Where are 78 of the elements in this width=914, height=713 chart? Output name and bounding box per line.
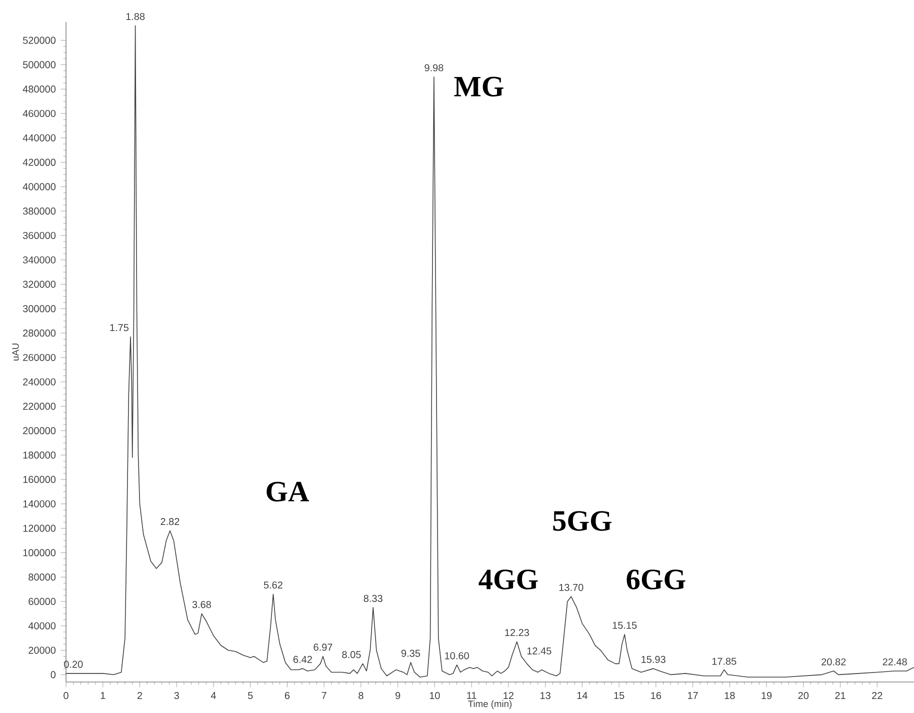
annotation: 6GG [626, 570, 686, 590]
x-tick-label: 21 [835, 692, 846, 700]
annotation: 8.05 [342, 651, 361, 658]
annotation: 8.33 [364, 594, 382, 602]
y-tick-label: 240000 [23, 378, 56, 386]
x-tick-label: 4 [210, 692, 216, 699]
y-tick-label: 260000 [23, 354, 56, 362]
x-tick-label: 6 [284, 692, 290, 700]
annotation: 20.82 [822, 658, 846, 666]
y-tick-label: 80000 [28, 574, 56, 581]
y-tick-label: 280000 [23, 330, 56, 337]
x-tick-label: 9 [396, 692, 400, 700]
annotation: 5GG [553, 511, 612, 531]
y-tick-label: 220000 [23, 402, 56, 410]
x-tick-label: 22 [872, 692, 882, 700]
annotation: 0.20 [64, 660, 83, 668]
y-tick-label: 400000 [22, 183, 56, 190]
y-tick-label: 160000 [23, 476, 56, 484]
y-tick-label: 140000 [23, 500, 56, 508]
annotation: 6.97 [314, 644, 332, 651]
x-tick-label: 13 [540, 692, 550, 700]
annotation: 1.88 [126, 12, 145, 20]
annotation: 5.62 [264, 581, 282, 589]
y-tick-label: 60000 [28, 598, 56, 606]
x-tick-label: 16 [651, 692, 662, 700]
x-tick-label: 7 [322, 692, 326, 699]
y-tick-label: 40000 [28, 622, 56, 630]
annotation: 9.35 [401, 650, 420, 657]
x-tick-label: 0 [64, 692, 68, 700]
y-tick-label: 180000 [23, 452, 56, 459]
y-tick-label: 480000 [22, 86, 56, 93]
x-tick-label: 19 [762, 692, 772, 700]
annotation: 15.93 [642, 656, 666, 663]
x-tick-label: 15 [614, 692, 624, 700]
x-tick-label: 5 [248, 692, 253, 700]
y-tick-label: 420000 [22, 158, 56, 166]
annotation: 12.23 [505, 629, 529, 636]
y-tick-label: 360000 [22, 232, 56, 240]
y-tick-label: 300000 [22, 305, 56, 312]
x-tick-label: 8 [358, 692, 364, 700]
y-axis-title: uAU [12, 344, 19, 360]
x-tick-label: 2 [137, 692, 142, 700]
y-tick-label: 100000 [23, 549, 56, 556]
y-tick-label: 0 [50, 671, 56, 678]
y-tick-label: 340000 [22, 256, 56, 264]
annotation: 4GG [478, 570, 538, 590]
x-tick-label: 10 [430, 692, 440, 700]
x-tick-label: 20 [798, 692, 809, 700]
annotation: 9.98 [424, 64, 444, 72]
annotation: 22.48 [882, 658, 907, 666]
annotation: 2.82 [160, 518, 180, 526]
annotation: MG [454, 76, 504, 97]
x-tick-label: 18 [724, 692, 735, 700]
y-tick-label: 500000 [22, 61, 56, 68]
x-tick-label: 12 [504, 692, 514, 700]
y-tick-label: 520000 [22, 36, 56, 44]
y-tick-label: 20000 [28, 646, 56, 654]
y-tick-label: 200000 [23, 427, 56, 434]
annotation: 15.15 [612, 622, 637, 629]
y-tick-label: 380000 [22, 208, 56, 215]
annotation: 6.42 [293, 656, 312, 663]
y-tick-label: 320000 [22, 280, 56, 288]
y-tick-label: 460000 [22, 110, 56, 118]
annotation: 12.45 [527, 647, 552, 654]
x-tick-label: 3 [174, 692, 179, 700]
x-tick-label: 1 [100, 692, 106, 699]
x-axis-title: Time (min) [468, 700, 512, 709]
y-tick-label: 120000 [23, 524, 56, 532]
x-tick-label: 11 [467, 692, 476, 699]
annotation: 3.68 [192, 600, 211, 608]
y-tick-label: 440000 [22, 134, 56, 142]
annotation: 17.85 [712, 658, 736, 665]
x-tick-label: 14 [577, 692, 588, 699]
annotation: 13.70 [559, 584, 584, 591]
annotation: 10.60 [445, 652, 469, 660]
annotation: 1.75 [110, 324, 129, 332]
x-tick-label: 17 [688, 692, 698, 699]
annotation: GA [266, 482, 310, 502]
